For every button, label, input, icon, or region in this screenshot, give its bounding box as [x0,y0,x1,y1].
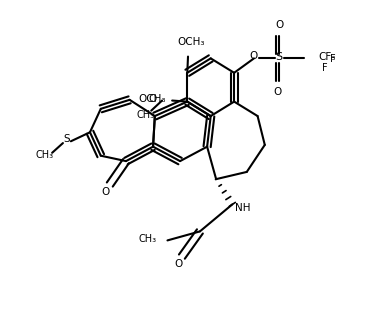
Text: S: S [63,135,70,145]
Text: S: S [276,52,283,61]
Text: O: O [250,51,258,61]
Text: CH₃: CH₃ [35,150,53,160]
Text: F: F [330,54,336,64]
Text: OCH₃: OCH₃ [138,94,166,104]
Text: O: O [148,94,157,104]
Text: CH₃: CH₃ [138,234,157,243]
Text: CF₃: CF₃ [319,52,336,62]
Text: OCH₃: OCH₃ [177,37,205,47]
Text: F: F [322,63,328,73]
Text: CH₃: CH₃ [137,110,154,120]
Text: O: O [175,259,183,269]
Text: O: O [273,87,281,97]
Text: O: O [275,20,283,30]
Text: O: O [102,187,110,198]
Text: NH: NH [235,203,251,213]
